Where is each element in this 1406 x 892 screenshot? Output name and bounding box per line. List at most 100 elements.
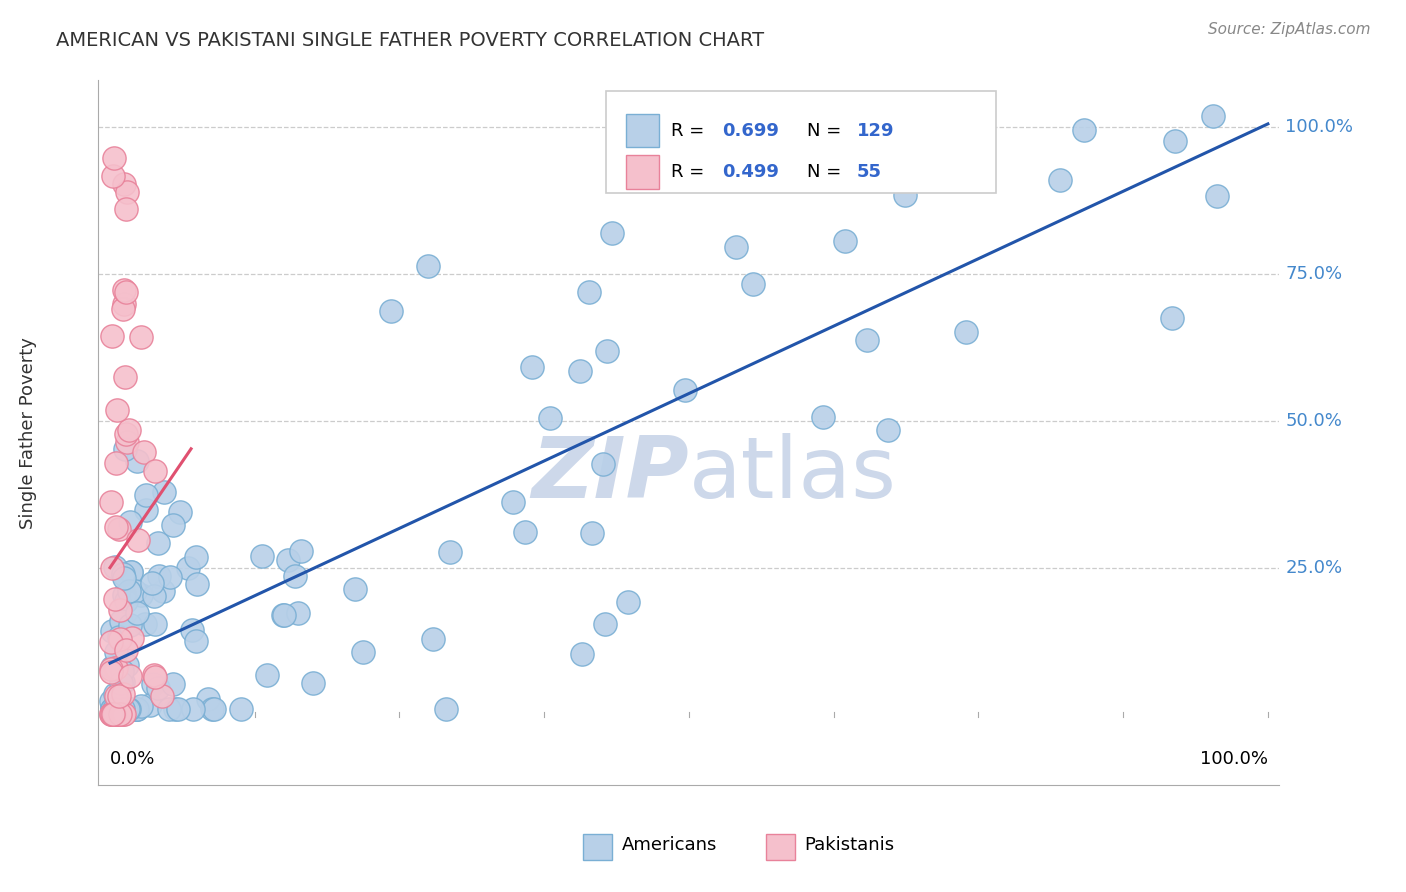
Point xyxy=(127,701,149,715)
Text: AMERICAN VS PAKISTANI SINGLE FATHER POVERTY CORRELATION CHART: AMERICAN VS PAKISTANI SINGLE FATHER POVE… xyxy=(56,31,765,50)
Point xyxy=(856,333,879,347)
Text: N =: N = xyxy=(807,163,846,181)
Point xyxy=(101,701,124,715)
Text: 100.0%: 100.0% xyxy=(1285,119,1353,136)
Point xyxy=(202,701,225,715)
Point xyxy=(101,660,124,674)
Point xyxy=(101,707,124,722)
Point xyxy=(152,584,174,599)
Point xyxy=(1202,108,1225,122)
Point xyxy=(110,676,132,690)
Point xyxy=(112,567,135,582)
Point xyxy=(101,624,124,638)
Point xyxy=(108,701,131,715)
Point xyxy=(104,560,127,574)
Text: ZIP: ZIP xyxy=(531,434,689,516)
Point xyxy=(121,631,143,645)
Point xyxy=(571,647,593,661)
Point xyxy=(105,701,128,715)
Point xyxy=(127,607,149,621)
Point xyxy=(1164,134,1187,148)
Point xyxy=(104,661,127,675)
Point xyxy=(142,677,165,691)
Point xyxy=(290,543,312,558)
Point xyxy=(115,202,138,216)
Point xyxy=(569,364,592,378)
Point xyxy=(120,565,142,579)
Point xyxy=(434,701,457,715)
Point xyxy=(250,549,273,563)
Point xyxy=(197,692,219,706)
Point xyxy=(416,259,439,273)
Point xyxy=(112,686,135,700)
Point xyxy=(229,701,252,715)
Point xyxy=(100,329,122,343)
Point xyxy=(139,698,162,712)
Point xyxy=(105,403,128,417)
FancyBboxPatch shape xyxy=(582,834,612,861)
Point xyxy=(110,701,132,715)
Point xyxy=(107,522,129,536)
Point xyxy=(100,707,122,722)
Point xyxy=(1205,189,1227,203)
Point xyxy=(125,701,148,715)
Point xyxy=(581,525,603,540)
Point xyxy=(101,707,124,722)
Point xyxy=(157,701,180,715)
Point xyxy=(184,549,207,564)
Point xyxy=(100,561,122,575)
Point xyxy=(112,283,135,297)
FancyBboxPatch shape xyxy=(626,113,659,147)
Text: 55: 55 xyxy=(856,163,882,181)
Point xyxy=(103,701,125,715)
Point xyxy=(125,454,148,468)
Point xyxy=(112,572,135,586)
Point xyxy=(110,615,132,629)
Point xyxy=(115,658,138,673)
Point xyxy=(143,667,166,681)
Point xyxy=(593,616,616,631)
Point xyxy=(592,457,614,471)
Text: 75.0%: 75.0% xyxy=(1285,265,1343,283)
Point xyxy=(103,707,125,722)
Point xyxy=(104,520,127,534)
Point xyxy=(380,303,402,318)
Point xyxy=(100,707,122,722)
Point xyxy=(301,676,323,690)
Point xyxy=(177,561,200,575)
Text: 100.0%: 100.0% xyxy=(1199,749,1268,767)
Point xyxy=(117,185,139,199)
Point xyxy=(101,707,124,722)
Text: Source: ZipAtlas.com: Source: ZipAtlas.com xyxy=(1208,22,1371,37)
Text: Single Father Poverty: Single Father Poverty xyxy=(18,336,37,529)
Point xyxy=(114,701,136,715)
Point xyxy=(118,701,141,715)
Point xyxy=(145,670,167,684)
Point xyxy=(118,669,141,683)
Text: 25.0%: 25.0% xyxy=(1285,558,1343,577)
Point xyxy=(118,584,141,599)
Point xyxy=(120,618,142,632)
Point xyxy=(104,688,127,702)
Point xyxy=(150,689,173,703)
Point xyxy=(181,701,204,715)
Text: R =: R = xyxy=(671,121,710,139)
Point xyxy=(134,445,156,459)
Point xyxy=(129,589,152,603)
Point xyxy=(115,593,138,607)
Point xyxy=(107,690,129,704)
Point xyxy=(112,588,135,602)
Point xyxy=(101,169,124,184)
FancyBboxPatch shape xyxy=(606,91,995,193)
FancyBboxPatch shape xyxy=(626,155,659,189)
Point xyxy=(439,545,461,559)
Text: Pakistanis: Pakistanis xyxy=(804,836,894,854)
Point xyxy=(118,423,141,437)
Point xyxy=(104,701,127,715)
Point xyxy=(108,603,131,617)
Text: R =: R = xyxy=(671,163,710,181)
Text: 129: 129 xyxy=(856,121,894,139)
Point xyxy=(104,456,127,470)
Point xyxy=(100,635,122,649)
Point xyxy=(148,681,170,695)
